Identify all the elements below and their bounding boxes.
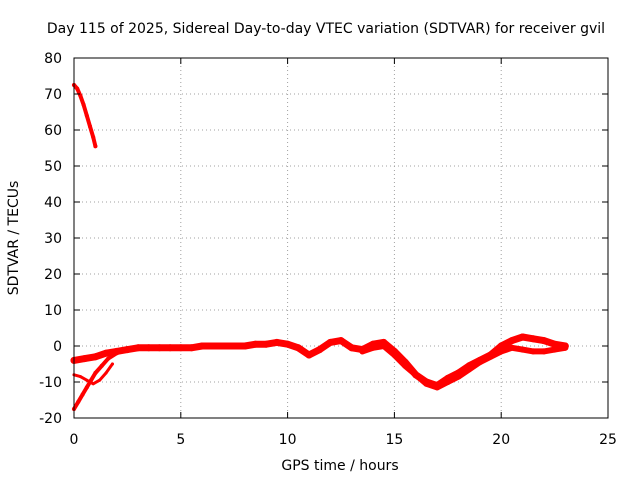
data-point [412, 371, 419, 378]
data-point [75, 86, 80, 91]
y-tick-label: 40 [44, 195, 62, 211]
data-point [530, 348, 537, 355]
x-tick-label: 10 [279, 432, 297, 448]
data-point [529, 335, 537, 343]
data-point [198, 342, 206, 350]
data-point [166, 344, 174, 352]
data-point [106, 356, 111, 361]
data-point [337, 337, 345, 345]
data-point [134, 344, 142, 352]
x-tick-label: 20 [492, 432, 510, 448]
data-point [81, 355, 89, 363]
data-point [113, 347, 121, 355]
data-point [519, 333, 527, 341]
data-point [359, 348, 366, 355]
data-point [508, 344, 515, 351]
data-point [316, 346, 324, 354]
y-tick-label: 60 [44, 123, 62, 139]
x-axis-label: GPS time / hours [281, 458, 398, 474]
data-point [209, 342, 217, 350]
data-point [145, 344, 153, 352]
data-point [305, 351, 313, 359]
data-point [402, 362, 409, 369]
data-point [85, 378, 89, 382]
chart-title: Day 115 of 2025, Sidereal Day-to-day VTE… [47, 21, 605, 37]
data-point [91, 135, 96, 140]
data-point [540, 348, 547, 355]
y-tick-label: 20 [44, 267, 62, 283]
y-tick-label: 50 [44, 159, 62, 175]
data-point [380, 343, 387, 349]
y-tick-label: 30 [44, 231, 62, 247]
data-point [455, 373, 462, 380]
data-point [81, 102, 86, 107]
series-line-main-track [70, 333, 569, 390]
data-point [540, 337, 548, 345]
x-tick-label: 15 [385, 432, 403, 448]
series-layer [70, 83, 569, 411]
y-axis-label: SDTVAR / TECUs [6, 181, 22, 296]
data-point [466, 366, 473, 373]
data-point [476, 359, 483, 366]
data-point [104, 371, 108, 375]
data-point [252, 340, 260, 348]
data-point [326, 338, 334, 346]
data-point [123, 346, 131, 354]
y-tick-label: 0 [53, 339, 62, 355]
data-point [78, 93, 83, 98]
data-point [241, 342, 249, 350]
data-point [519, 346, 526, 353]
y-tick-label: 80 [44, 51, 62, 67]
data-point [444, 379, 451, 385]
data-point [155, 344, 163, 352]
data-point [487, 353, 494, 360]
x-tick-label: 0 [70, 432, 79, 448]
axis-ticks: 0 5 10 15 20 25 -20 -10 0 10 20 30 40 50 60 70 80 [39, 51, 617, 448]
data-point [177, 344, 185, 352]
data-point [88, 124, 93, 129]
y-tick-label: 10 [44, 303, 62, 319]
data-point [294, 344, 302, 352]
data-point [508, 337, 516, 345]
data-point [93, 371, 98, 375]
data-point [562, 344, 569, 351]
y-tick-label: 70 [44, 87, 62, 103]
data-point [434, 384, 441, 391]
data-point [220, 342, 228, 350]
data-point [91, 353, 99, 361]
data-point [110, 362, 114, 366]
data-point [391, 352, 398, 358]
data-point [102, 349, 110, 357]
data-point [84, 113, 89, 118]
data-point [551, 340, 559, 348]
data-point [78, 375, 82, 379]
data-point [98, 378, 102, 382]
y-tick-label: -10 [39, 375, 62, 391]
data-point [348, 344, 356, 352]
data-point [84, 385, 89, 390]
x-tick-label: 25 [599, 432, 617, 448]
data-point [91, 382, 95, 386]
data-point [370, 344, 377, 351]
data-point [273, 338, 281, 346]
data-point [498, 348, 505, 355]
data-point [76, 399, 81, 404]
data-point [230, 342, 238, 350]
data-point [262, 340, 270, 348]
data-point [187, 344, 195, 352]
data-point [551, 346, 558, 353]
data-point [99, 363, 104, 368]
x-tick-label: 5 [176, 432, 185, 448]
data-point [80, 392, 85, 397]
data-point [423, 380, 430, 387]
data-point [284, 340, 292, 348]
y-tick-label: -20 [39, 411, 62, 427]
grid [73, 57, 609, 419]
data-point [93, 144, 98, 149]
